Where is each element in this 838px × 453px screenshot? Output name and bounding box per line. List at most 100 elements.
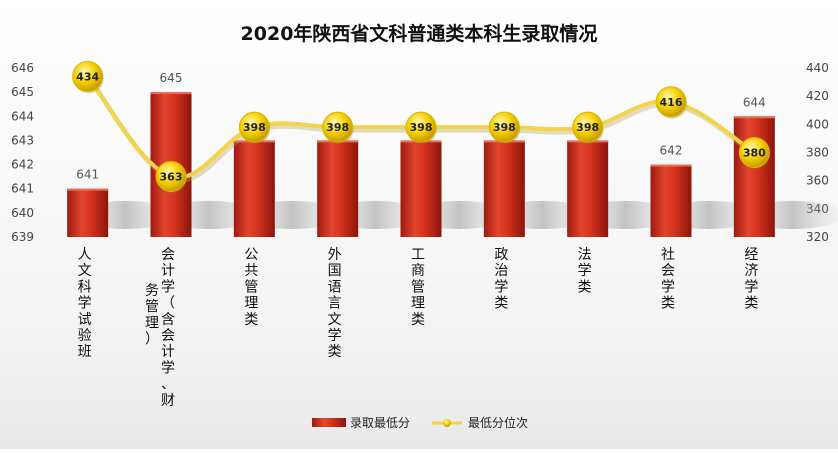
- bar: [567, 140, 609, 237]
- category-char: 学: [78, 296, 92, 312]
- category-char: 学: [744, 279, 758, 295]
- line-point: [488, 111, 520, 143]
- category-char: 财: [161, 393, 175, 409]
- category-char: 济: [744, 263, 758, 279]
- bar: [483, 140, 525, 237]
- category-char: 理: [244, 296, 258, 312]
- legend-line-label: 最低分位次: [468, 415, 528, 430]
- category-char: 会: [161, 247, 175, 263]
- category-char: 学: [161, 279, 175, 295]
- category-char: 文: [328, 312, 342, 328]
- category-char: 班: [78, 344, 92, 360]
- bar-top-highlight: [67, 188, 109, 191]
- left-tick-label: 640: [11, 206, 34, 220]
- bar-top-highlight: [150, 92, 192, 95]
- category-char: 管: [244, 279, 258, 295]
- left-tick-label: 645: [11, 85, 34, 99]
- left-tick-label: 644: [11, 109, 34, 123]
- line-point: [238, 111, 270, 143]
- category-char: 管: [411, 279, 425, 295]
- category-char: 学: [661, 279, 675, 295]
- bar-series: [67, 92, 775, 238]
- line-point: [738, 137, 770, 168]
- line-data-label: 398: [493, 121, 516, 134]
- bar-data-label: 645: [160, 71, 183, 85]
- right-tick-label: 420: [806, 89, 829, 103]
- category-char: 商: [411, 263, 425, 279]
- line-data-label: 434: [76, 70, 99, 83]
- category-char: 公: [244, 247, 258, 263]
- bar-top-highlight: [650, 164, 692, 167]
- category-char: 类: [661, 296, 675, 312]
- left-tick-label: 641: [11, 182, 34, 196]
- category-char: 务: [145, 283, 159, 299]
- category-char: 社: [661, 247, 675, 263]
- category-char: 人: [78, 247, 92, 263]
- category-char: 治: [494, 263, 508, 279]
- category-char: 管: [145, 299, 159, 315]
- bar-top-highlight: [733, 116, 775, 119]
- category-label: 法学类: [578, 247, 592, 295]
- category-char: 理: [145, 315, 159, 331]
- right-tick-label: 320: [806, 230, 829, 244]
- line-data-label: 363: [160, 170, 183, 183]
- bar: [733, 116, 775, 237]
- category-char: 会: [661, 263, 675, 279]
- category-char: 政: [494, 247, 508, 263]
- category-char: 学: [494, 279, 508, 295]
- bar: [317, 140, 359, 237]
- legend-line-marker: [443, 419, 451, 427]
- category-char: 工: [411, 247, 425, 263]
- category-char: ）: [145, 332, 159, 348]
- line-point: [405, 111, 437, 143]
- right-tick-label: 440: [806, 61, 829, 75]
- category-char: 类: [244, 312, 258, 328]
- right-tick-label: 360: [806, 174, 829, 188]
- bar-data-label: 641: [76, 168, 99, 182]
- category-char: 类: [411, 312, 425, 328]
- category-char: 试: [78, 312, 92, 328]
- category-char: 外: [328, 247, 342, 263]
- category-char: 共: [244, 263, 258, 279]
- category-char: 文: [78, 263, 92, 279]
- line-data-label: 398: [326, 121, 349, 134]
- category-char: 会: [161, 328, 175, 344]
- bar-data-label: 644: [743, 95, 766, 109]
- line-series: 434 363 398 398 398 398 398 416 380: [72, 60, 771, 194]
- legend-bar-label: 录取最低分: [350, 416, 410, 430]
- line-point: [72, 60, 104, 92]
- bar: [400, 140, 442, 237]
- left-axis: 639 640 641 642 643 644 645 646: [11, 61, 34, 244]
- line-point: [322, 111, 354, 143]
- line-point: [655, 86, 687, 118]
- left-tick-label: 639: [11, 230, 34, 244]
- right-tick-label: 380: [806, 146, 829, 160]
- category-char: 科: [78, 279, 92, 295]
- category-char: 语: [328, 279, 342, 295]
- category-char: 类: [744, 296, 758, 312]
- bar-data-label: 642: [660, 144, 683, 158]
- category-labels: 人文科学试验班会计学（含会计学、财务管理）公共管理类外国语言文学类工商管理类政治…: [78, 247, 759, 409]
- line-data-label: 380: [743, 147, 766, 160]
- category-char: （: [161, 296, 175, 312]
- legend: 录取最低分 最低分位次: [312, 415, 528, 430]
- legend-bar-swatch: [312, 418, 346, 427]
- category-char: 经: [744, 247, 758, 263]
- line-data-label: 398: [576, 121, 599, 134]
- category-char: 计: [161, 344, 175, 360]
- right-tick-label: 400: [806, 117, 829, 131]
- category-char: 学: [328, 328, 342, 344]
- line-point: [572, 111, 604, 143]
- category-char: 、: [161, 377, 175, 393]
- line-point: [155, 160, 187, 192]
- left-tick-label: 642: [11, 158, 34, 172]
- category-char: 学: [161, 360, 175, 376]
- bar: [233, 140, 275, 237]
- category-char: 类: [328, 344, 342, 360]
